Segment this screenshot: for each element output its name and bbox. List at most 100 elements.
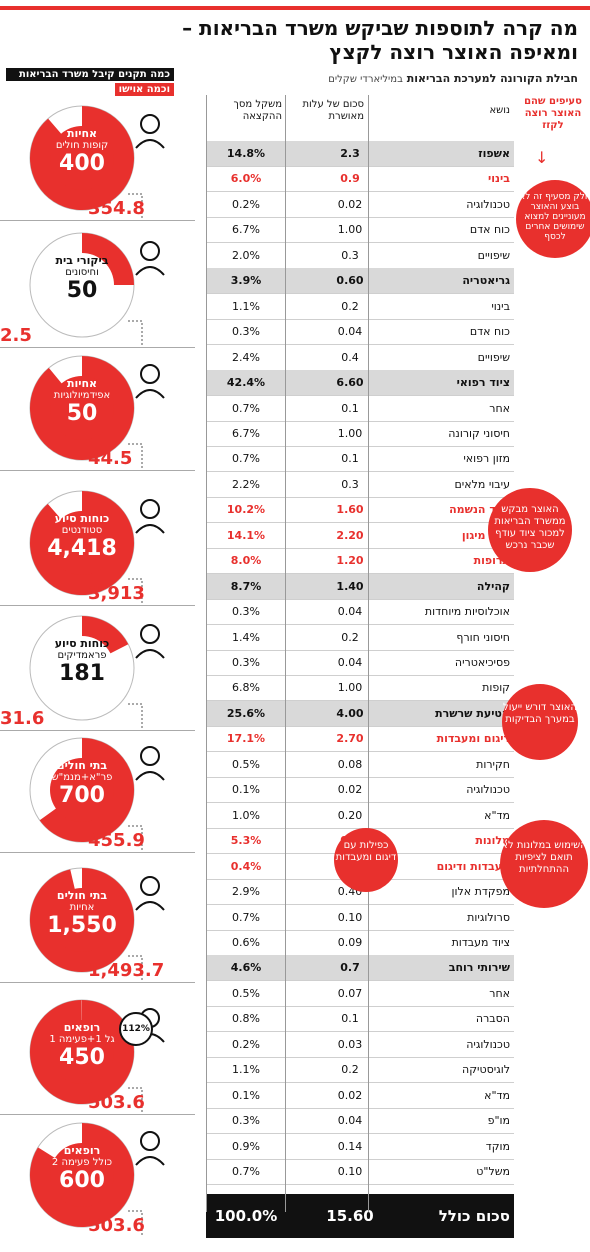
row-amount: 1.20 [336,554,364,568]
row-topic: שירותי רוחב [448,961,510,975]
table-row: שיפויים 0.3 2.0% [206,243,514,269]
staffed-value: 354.8 [88,198,145,219]
row-amount: 0.1 [341,1012,359,1026]
column-divider [285,95,286,1212]
donut-staffed-arc [39,738,135,842]
note-hotels: השימוש במלונות לא תואם לציפיות ההתחלתיות [500,820,588,908]
over-quota-badge: 112% [119,1012,153,1046]
table-row: טכנולוגיה 0.03 0.2% [206,1032,514,1058]
table-row: פסיכיאטריה 0.04 0.3% [206,650,514,676]
row-topic: חקירות [476,757,510,771]
row-amount: 1.00 [337,223,363,237]
donut-staffed-arc [29,491,134,595]
row-amount: 0.09 [337,935,363,949]
table-row: מד"א 0.02 0.1% [206,1083,514,1109]
row-topic: שיפויים [477,350,510,364]
row-topic: מזון רפואי [463,452,510,466]
table-row: כוח אדם 1.00 6.7% [206,217,514,244]
row-amount: 0.20 [337,808,363,822]
table-row: סרולוגיות 0.10 0.7% [206,905,514,931]
row-amount: 0.14 [337,1139,363,1153]
row-share: 0.2% [232,1037,260,1051]
total-topic: סכום כולל [438,1207,510,1226]
staffed-value: 44.5 [88,448,133,469]
row-share: 0.6% [232,935,260,949]
row-amount: 0.02 [337,197,363,211]
panel-separator [0,347,195,348]
row-share: 6.0% [230,172,262,186]
row-share: 2.0% [232,248,260,262]
row-share: 0.3% [232,605,260,619]
row-topic: מפקדת אלון [451,885,510,899]
row-amount: 0.2 [341,1063,359,1077]
row-amount: 0.04 [337,1114,363,1128]
row-amount: 0.3 [341,477,359,491]
row-share: 0.8% [232,1012,260,1026]
row-amount: 0.2 [341,630,359,644]
row-share: 1.0% [232,808,260,822]
subtitle-unit: במיליארדי שקלים [328,74,403,85]
nurse-icon [135,364,165,399]
row-share: 2.4% [232,350,260,364]
row-topic: פסיכיאטריה [454,656,510,669]
row-topic: מוקד [485,1139,510,1153]
staffed-value: 2.5 [0,325,32,346]
panel-separator [0,730,195,731]
table-row: מו"פ 0.04 0.3% [206,1108,514,1135]
row-amount: 0.10 [337,910,363,924]
row-topic: קטיעת שרשרת [435,706,510,720]
connector-line [128,1087,143,1114]
row-topic: לוגיסטיקה [462,1063,510,1077]
donut-staffed-arc [82,616,129,655]
row-amount: 1.00 [337,681,363,695]
donut-panel [29,105,165,1237]
row-share: 0.1% [232,783,260,797]
row-amount: 0.1 [341,452,359,466]
row-share: 0.7% [232,910,260,924]
donut-center [50,511,114,575]
header-share: משקל מסך ההקצאה [233,99,283,122]
row-topic: אשפוז [478,147,510,160]
table-row: שיפויים 0.4 2.4% [206,345,514,371]
stretcher-icon [135,746,165,781]
connector-line [128,703,143,730]
table-row: חקירות 0.08 0.5% [206,752,514,778]
donut-center [50,253,114,317]
panel-separator [0,1114,195,1115]
table-row: דיגום ומעבדות 2.70 17.1% [206,726,514,753]
category-row: ציוד רפואי 6.60 42.4% [206,370,514,397]
row-amount: 0.1 [341,401,359,415]
row-share: 25.6% [226,706,266,720]
table-row: מזון רפואי 0.1 0.7% [206,446,514,473]
donut-header-line1: כמה תקנים קיבל משרד הבריאות [6,68,174,81]
row-amount: 0.04 [337,605,363,619]
row-topic: הסברה [475,1012,510,1026]
row-topic: ציוד רפואי [456,376,510,390]
staffed-value: 1,493.7 [88,960,165,981]
row-topic: מד"א [484,808,510,822]
row-share: 2.2% [232,477,260,491]
row-amount: 2.70 [336,732,364,746]
table-row: אוכלוסיות מיוחדות 0.04 0.3% [206,599,514,626]
table-row: טכנולוגיה 0.02 0.1% [206,777,514,804]
row-share: 14.8% [226,147,266,160]
donut-center [50,376,114,440]
row-share: 1.1% [232,299,260,313]
row-amount: 0.10 [337,1165,363,1178]
panel-separator [0,470,195,471]
table-row: מד"א 0.20 1.0% [206,803,514,829]
row-share: 0.4% [230,859,262,873]
arrow-down-icon: ↓ [535,148,549,167]
row-topic: אחר [489,401,510,415]
connector-line [128,955,143,982]
row-amount: 0.02 [337,783,363,797]
row-topic: קופות [482,681,510,695]
title-line2: ומאיפה האוצר רוצה לקצץ [329,40,578,64]
row-topic: בינוי [491,299,510,313]
row-topic: טכנולוגיה [466,783,510,797]
category-row: קטיעת שרשרת 4.00 25.6% [206,700,514,727]
table-row: עיבוי מלאים 0.3 2.2% [206,472,514,498]
row-share: 6.8% [232,681,260,695]
donut-staffed-arc [29,868,134,973]
subtitle-main: חבילת הקורונה למערכת הבריאות [406,72,578,85]
